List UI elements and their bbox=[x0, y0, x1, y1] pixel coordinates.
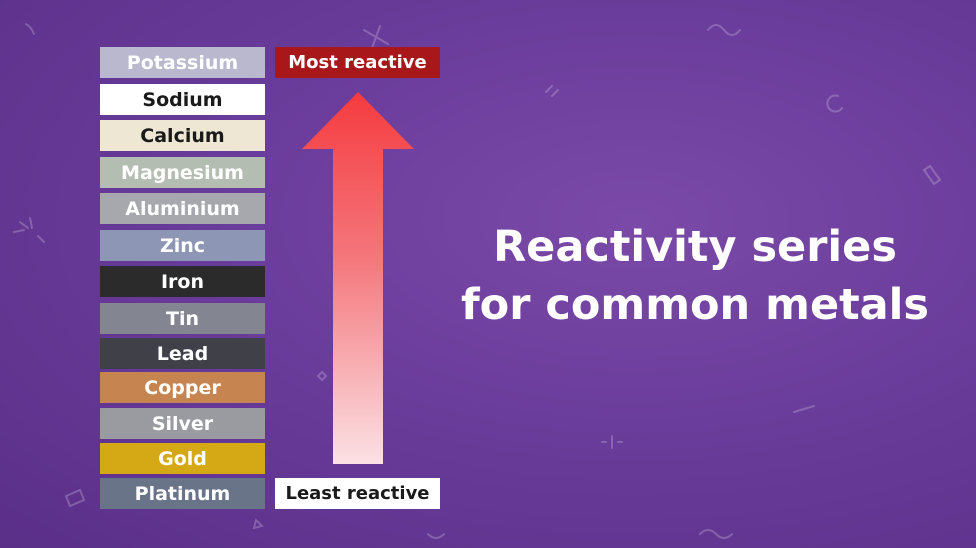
dna-doodle bbox=[707, 24, 741, 36]
wave-doodle bbox=[427, 533, 445, 539]
metal-potassium: Potassium bbox=[100, 47, 265, 78]
triangle-doodle bbox=[252, 518, 264, 530]
reactivity-arrow-icon bbox=[302, 92, 414, 464]
plus-doodle bbox=[601, 435, 623, 449]
small-doodle bbox=[545, 85, 559, 97]
sparkle-doodle bbox=[363, 25, 389, 49]
metal-calcium: Calcium bbox=[100, 120, 265, 151]
least-reactive-label: Least reactive bbox=[275, 478, 440, 509]
metal-lead: Lead bbox=[100, 338, 265, 369]
pencil-doodle bbox=[793, 405, 815, 413]
metal-copper: Copper bbox=[100, 372, 265, 403]
box-doodle bbox=[64, 488, 86, 508]
flask-doodle bbox=[922, 164, 942, 186]
metal-sodium: Sodium bbox=[100, 84, 265, 115]
metal-iron: Iron bbox=[100, 266, 265, 297]
squiggle-doodle bbox=[699, 529, 733, 539]
star-doodle bbox=[316, 370, 328, 382]
metal-silver: Silver bbox=[100, 408, 265, 439]
moon-doodle bbox=[826, 94, 843, 113]
most-reactive-label: Most reactive bbox=[275, 47, 440, 78]
metal-tin: Tin bbox=[100, 303, 265, 334]
metal-platinum: Platinum bbox=[100, 478, 265, 509]
doodle-mark bbox=[25, 23, 35, 35]
burst-doodle bbox=[13, 217, 45, 243]
page-title: Reactivity series for common metals bbox=[430, 218, 960, 334]
title-line-2: for common metals bbox=[460, 280, 930, 330]
metal-gold: Gold bbox=[100, 443, 265, 474]
arrow-shape bbox=[302, 92, 414, 464]
title-line-1: Reactivity series bbox=[493, 222, 897, 272]
metal-magnesium: Magnesium bbox=[100, 157, 265, 188]
metal-zinc: Zinc bbox=[100, 230, 265, 261]
metal-aluminium: Aluminium bbox=[100, 193, 265, 224]
